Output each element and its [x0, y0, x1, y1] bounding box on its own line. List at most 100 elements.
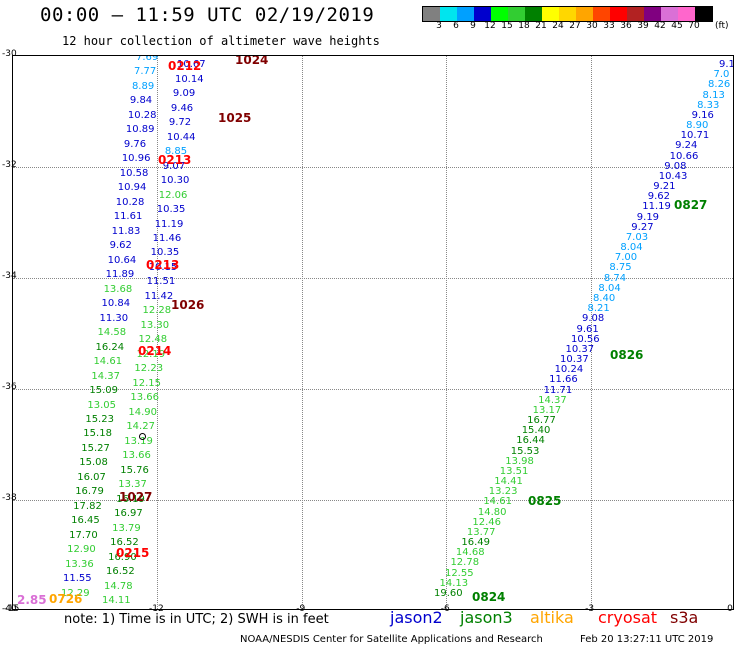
meridian-gridline	[157, 56, 159, 609]
colorbar-tick-label: 3	[436, 21, 442, 31]
right-track-wave-height: 9.16	[691, 109, 714, 121]
latitude-label: -36	[2, 382, 17, 392]
parallel-gridline	[13, 167, 733, 168]
legend-altika: altika	[530, 608, 574, 627]
left-track-wave-height: 12.28	[142, 305, 172, 317]
right-track-wave-height: 7.00	[614, 252, 638, 264]
right-track-wave-height: 13.51	[499, 465, 529, 477]
island-marker	[139, 433, 146, 440]
latitude-label: -38	[2, 493, 17, 503]
pass-time-label: 0726	[49, 592, 83, 606]
colorbar-swatch	[610, 7, 627, 21]
right-track-wave-height: 14.41	[494, 476, 523, 488]
right-track-wave-height: 8.75	[609, 262, 632, 274]
left-track-wave-height: 11.30	[99, 312, 129, 324]
left-track-wave-height: 10.14	[174, 73, 204, 85]
left-track-wave-height: 13.30	[140, 319, 170, 331]
left-track-wave-height: 16.52	[106, 566, 135, 578]
right-track-wave-height: 14.13	[439, 577, 469, 589]
map-area[interactable]: 7.69 10.67 7.77 10.14 8.89 9.09 9.84 9.46 10.28 9…	[12, 55, 734, 610]
parallel-gridline	[13, 500, 733, 501]
right-track-wave-height: 16.44	[516, 435, 545, 447]
left-track-wave-height: 9.07	[162, 160, 186, 172]
left-track-wave-height: 9.76	[123, 138, 147, 150]
legend-cryosat: cryosat	[598, 608, 658, 627]
colorbar-swatch	[457, 7, 474, 21]
left-track-wave-height: 11.83	[111, 225, 141, 237]
legend-s3a: s3a	[670, 608, 699, 627]
left-track-wave-height: 10.28	[127, 109, 157, 121]
right-track-wave-height: 8.90	[686, 120, 709, 132]
left-track-wave-height: 10.94	[117, 182, 147, 194]
right-track-wave-height: 10.43	[658, 170, 688, 182]
right-track-wave-height: 9.21	[653, 181, 676, 193]
right-track-wave-height: 13.77	[466, 526, 496, 538]
left-track-wave-height: 10.35	[150, 247, 180, 259]
right-track-wave-height: 9.08	[581, 313, 605, 325]
pass-time-label: 1027	[119, 490, 153, 504]
colorbar-tick-label: 36	[620, 21, 632, 31]
latitude-label: -32	[2, 160, 17, 170]
right-track-wave-height: 14.37	[538, 394, 567, 406]
colorbar-tick-label: 15	[501, 21, 513, 31]
colorbar-tick-label: 24	[552, 21, 564, 31]
right-track-wave-height: 8.40	[592, 292, 616, 304]
left-track-wave-height: 17.70	[69, 529, 98, 541]
pass-time-label: 0214	[138, 344, 172, 358]
left-track-wave-height: 14.27	[126, 421, 155, 433]
left-track-wave-height: 14.58	[97, 327, 127, 339]
pass-time-label: 0824	[472, 590, 506, 604]
left-track-wave-height: 10.67	[176, 59, 206, 71]
left-track-wave-height: 11.42	[144, 290, 174, 302]
left-track-wave-height: 16.19	[116, 493, 145, 505]
colorbar-tick-label: 33	[603, 21, 615, 31]
legend-jason3: jason3	[460, 608, 513, 627]
left-track-wave-height: 10.35	[156, 204, 186, 216]
colorbar-swatch	[423, 7, 440, 21]
pass-time-label: 1024	[235, 55, 269, 67]
left-track-wave-height: 7.77	[133, 66, 157, 78]
colorbar-swatch	[695, 7, 712, 21]
left-track-wave-height: 9.84	[129, 95, 153, 107]
right-track-wave-height: 7.0	[713, 69, 730, 81]
left-track-wave-height: 10.44	[166, 131, 196, 143]
colorbar-swatch	[593, 7, 610, 21]
right-track-wave-height: 14.80	[477, 506, 507, 518]
colorbar-swatch	[661, 7, 678, 21]
latitude-label: -34	[2, 271, 17, 281]
colorbar-tick-label: 30	[586, 21, 598, 31]
right-track-wave-height: 10.71	[680, 130, 710, 142]
left-track-wave-height: 8.85	[164, 146, 188, 158]
left-track-wave-height: 13.66	[122, 450, 151, 462]
left-track-wave-height: 9.72	[168, 117, 192, 129]
colorbar-tick-label: 39	[637, 21, 649, 31]
left-track-wave-height: 10.89	[125, 124, 155, 136]
left-track-wave-height: 10.28	[115, 196, 145, 208]
left-track-wave-height: 11.89	[105, 269, 135, 281]
left-track-wave-height: 7.69	[136, 55, 159, 63]
colorbar-tick-label: 9	[470, 21, 476, 31]
left-track-wave-height: 16.24	[95, 341, 125, 353]
right-track-wave-height: 14.68	[455, 547, 485, 559]
legend-jason2: jason2	[390, 608, 443, 627]
footer-note: note: 1) Time is in UTC; 2) SWH is in fe…	[64, 612, 329, 627]
pass-time-label: 0825	[528, 494, 562, 508]
left-track-wave-height: 16.79	[75, 486, 104, 498]
right-track-wave-height: 8.04	[598, 282, 621, 294]
left-track-wave-height: 14.78	[104, 580, 133, 592]
left-track-wave-height: 13.19	[124, 435, 153, 447]
longitude-label: -12	[149, 604, 164, 614]
left-track-wave-height: 14.90	[128, 406, 157, 418]
right-track-wave-height: 9.08	[664, 160, 687, 172]
left-track-wave-height: 16.45	[71, 515, 100, 527]
colorbar-swatch	[542, 7, 559, 21]
left-track-wave-height: 15.27	[81, 442, 110, 454]
left-track-wave-height: 10.58	[119, 167, 149, 179]
right-track-wave-height: 9.61	[576, 323, 599, 335]
colorbar-tick-label: 42	[654, 21, 666, 31]
meridian-gridline	[590, 56, 592, 609]
colorbar-swatch	[678, 7, 695, 21]
longitude-label: 0	[727, 604, 733, 614]
right-track-wave-height: 16.49	[461, 537, 491, 549]
left-track-wave-height: 16.97	[114, 508, 143, 520]
